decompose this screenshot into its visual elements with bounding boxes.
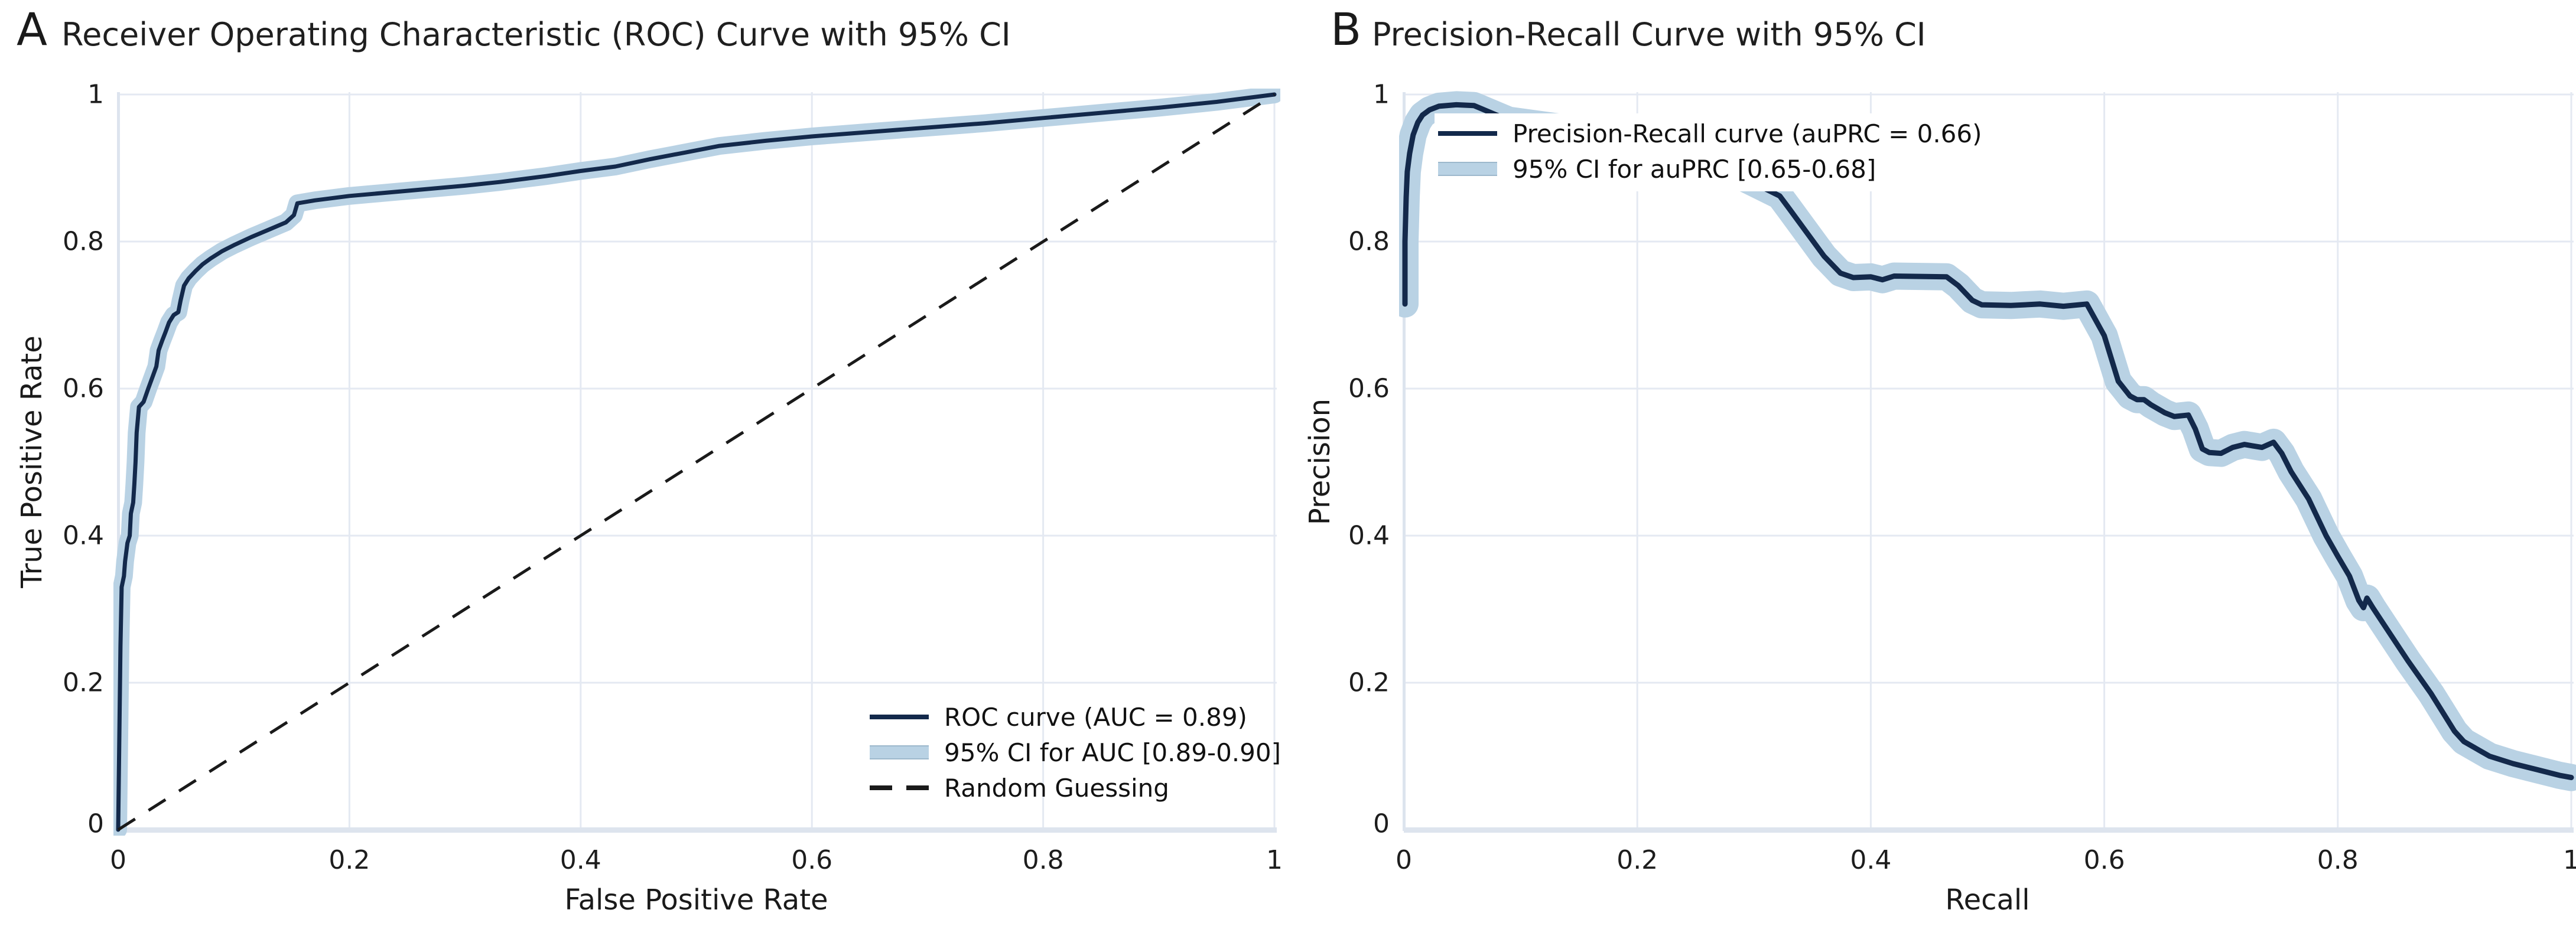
- panel-a-y-axis-title: True Positive Rate: [15, 335, 48, 588]
- x-tick-label: 0.4: [1850, 845, 1891, 875]
- x-axis-line: [118, 827, 1277, 833]
- y-axis-line: [1403, 92, 1406, 831]
- legend-label: 95% CI for auPRC [0.65-0.68]: [1513, 154, 1876, 184]
- panel-b-x-axis-title: Recall: [1945, 883, 2030, 917]
- y-tick-label: 0.8: [63, 227, 104, 257]
- y-tick-label: 0.2: [1348, 668, 1390, 698]
- y-tick-label: 0.6: [63, 374, 104, 404]
- x-tick-label: 1: [2563, 845, 2576, 875]
- x-tick-label: 0.6: [2084, 845, 2125, 875]
- x-tick-label: 0.4: [560, 845, 601, 875]
- panel-a-legend: ROC curve (AUC = 0.89) 95% CI for AUC [0…: [870, 699, 1281, 806]
- legend-item: 95% CI for auPRC [0.65-0.68]: [1438, 151, 1982, 187]
- pr-curve-line: [1402, 102, 2574, 781]
- ci-band-swatch-icon: [870, 745, 929, 759]
- panel-b-title: Precision-Recall Curve with 95% CI: [1372, 16, 1926, 53]
- legend-label: ROC curve (AUC = 0.89): [944, 702, 1247, 732]
- legend-label: Precision-Recall curve (auPRC = 0.66): [1513, 119, 1982, 148]
- y-tick-label: 1: [87, 80, 104, 110]
- y-tick-label: 0: [87, 809, 104, 839]
- panel-a-x-axis-title: False Positive Rate: [564, 883, 828, 917]
- x-tick-label: 0.2: [328, 845, 370, 875]
- panel-a-plot: 0 0.2 0.4 0.6 0.8 1 0 0.2 0.4 0.6 0.8 1: [63, 80, 1283, 876]
- x-tick-label: 0.8: [2317, 845, 2359, 875]
- y-tick-label: 0: [1373, 809, 1390, 839]
- panel-b-plot: 0 0.2 0.4 0.6 0.8 1 0 0.2 0.4 0.6 0.8 1: [1348, 80, 2576, 875]
- legend-item: ROC curve (AUC = 0.89): [870, 699, 1281, 735]
- x-tick-label: 0: [1396, 845, 1412, 875]
- y-tick-label: 1: [1373, 80, 1390, 110]
- panel-a-letter: A: [17, 3, 47, 56]
- legend-label: Random Guessing: [944, 773, 1169, 803]
- ci-band: [1399, 91, 2576, 791]
- y-tick-label: 0.6: [1348, 374, 1390, 404]
- legend-item: Random Guessing: [870, 770, 1281, 806]
- x-tick-label: 0.6: [791, 845, 832, 875]
- y-tick-label: 0.4: [63, 521, 104, 551]
- panel-b-y-axis-title: Precision: [1303, 398, 1336, 526]
- x-tick-label: 0.8: [1023, 845, 1064, 875]
- y-tick-label: 0.4: [1348, 521, 1390, 551]
- dashed-line-swatch-icon: [870, 785, 929, 790]
- legend-item: 95% CI for AUC [0.89-0.90]: [870, 735, 1281, 770]
- y-tick-label: 0.2: [63, 668, 104, 698]
- x-tick-label: 0: [110, 845, 126, 875]
- legend-label: 95% CI for AUC [0.89-0.90]: [944, 738, 1281, 767]
- legend-item: Precision-Recall curve (auPRC = 0.66): [1438, 116, 1982, 151]
- y-axis-line: [117, 92, 120, 831]
- panel-a-title: Receiver Operating Characteristic (ROC) …: [61, 16, 1011, 53]
- random-guessing-dashed-line: [117, 93, 1276, 832]
- roc-line-swatch-icon: [870, 715, 929, 719]
- roc-curve-line: [116, 92, 1277, 832]
- x-axis-line: [1404, 827, 2574, 833]
- panel-b-letter: B: [1331, 3, 1362, 56]
- ci-band-swatch-icon: [1438, 162, 1497, 176]
- x-tick-label: 0.2: [1616, 845, 1658, 875]
- y-tick-label: 0.8: [1348, 227, 1390, 257]
- panel-b-legend: Precision-Recall curve (auPRC = 0.66) 95…: [1435, 113, 1999, 191]
- pr-line-swatch-icon: [1438, 131, 1497, 136]
- x-tick-label: 1: [1266, 845, 1283, 875]
